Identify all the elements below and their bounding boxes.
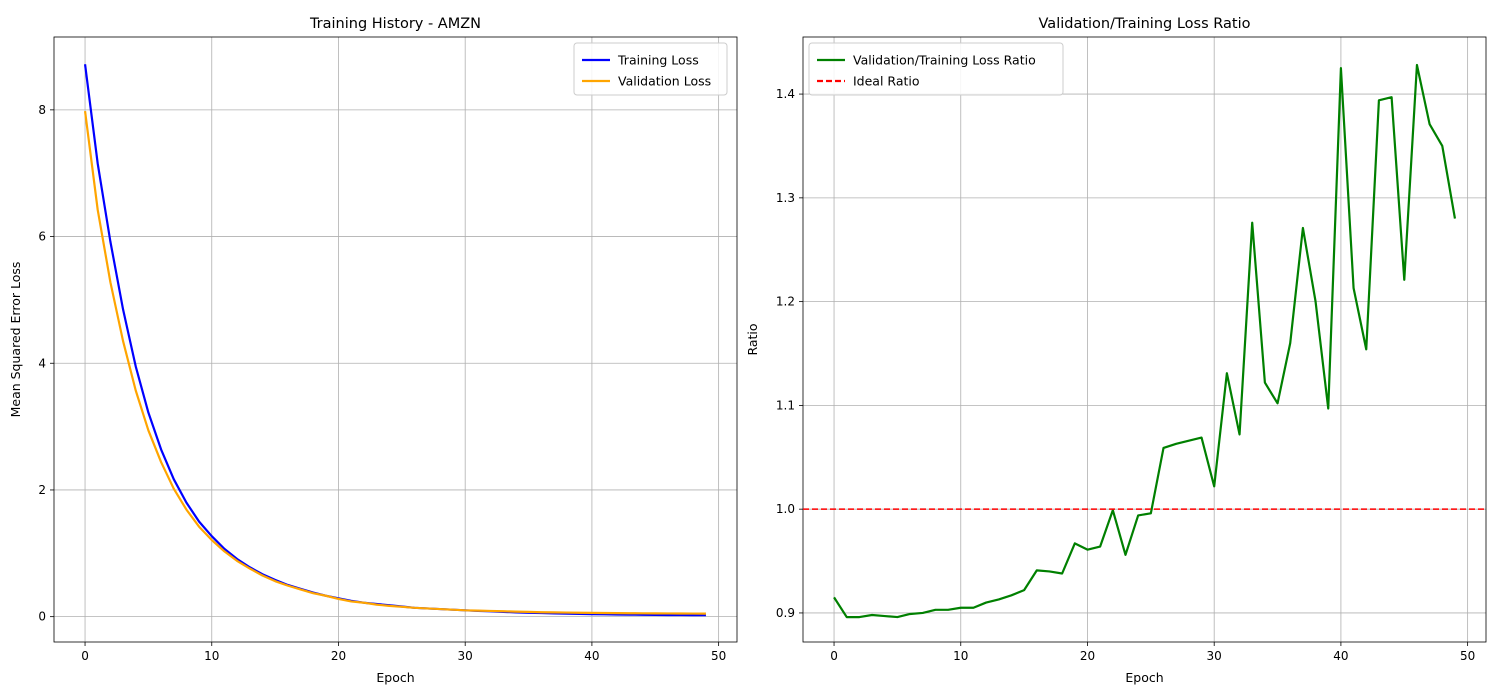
y-tick-label: 1.1 (776, 398, 795, 412)
y-tick-label: 1.3 (776, 191, 795, 205)
x-axis-label: Epoch (376, 670, 414, 685)
x-axis-label: Epoch (1125, 670, 1163, 685)
x-tick-label: 10 (204, 649, 219, 663)
chart-panel-1: 0 10 20 30 40 50 0 2 4 6 8 Training History - AMZN E… (8, 16, 738, 685)
x-tick-label: 0 (81, 649, 89, 663)
legend-entry: Training Loss (617, 53, 699, 68)
y-tick-label: 1.2 (776, 295, 795, 309)
x-tick-label: 20 (1080, 649, 1095, 663)
x-tick-label: 30 (458, 649, 473, 663)
y-tick-label: 1.4 (776, 87, 795, 101)
chart-title: Training History - AMZN (309, 16, 481, 32)
y-axis-label: Ratio (745, 323, 760, 355)
y-axis-label: Mean Squared Error Loss (8, 262, 23, 418)
y-tick-label: 0.9 (776, 606, 795, 620)
legend-entry: Validation/Training Loss Ratio (853, 53, 1036, 68)
y-tick-label: 6 (38, 230, 46, 244)
chart-title: Validation/Training Loss Ratio (1039, 16, 1251, 32)
x-tick-label: 50 (711, 649, 726, 663)
plot-frame (53, 36, 738, 643)
y-tick-label: 2 (38, 483, 46, 497)
y-tick-label: 4 (38, 356, 46, 370)
series-line-validation-loss (83, 110, 706, 615)
x-tick-label: 10 (953, 649, 968, 663)
y-tick-label: 1.0 (776, 502, 795, 516)
plot-frame (802, 36, 1487, 643)
y-tick-label: 0 (38, 610, 46, 624)
x-tick-label: 40 (584, 649, 599, 663)
x-tick-label: 20 (331, 649, 346, 663)
y-tick-label: 8 (38, 103, 46, 117)
legend-entry: Validation Loss (618, 74, 711, 89)
legend-entry: Ideal Ratio (853, 74, 920, 89)
legend-box (808, 42, 1064, 96)
legend: Training Loss Validation Loss (573, 42, 728, 96)
legend: Validation/Training Loss Ratio Ideal Rati… (808, 42, 1064, 96)
x-tick-label: 50 (1460, 649, 1475, 663)
x-tick-label: 0 (830, 649, 838, 663)
series-line-training-loss (83, 64, 706, 617)
series-line-validation-training-loss-ratio (833, 63, 1457, 619)
x-tick-label: 40 (1333, 649, 1348, 663)
chart-panel-2: 0 10 20 30 40 50 0.9 1.0 1.1 1.2 1.3 1.4 Validation/… (745, 16, 1487, 685)
legend-box (573, 42, 728, 96)
x-tick-label: 30 (1207, 649, 1222, 663)
